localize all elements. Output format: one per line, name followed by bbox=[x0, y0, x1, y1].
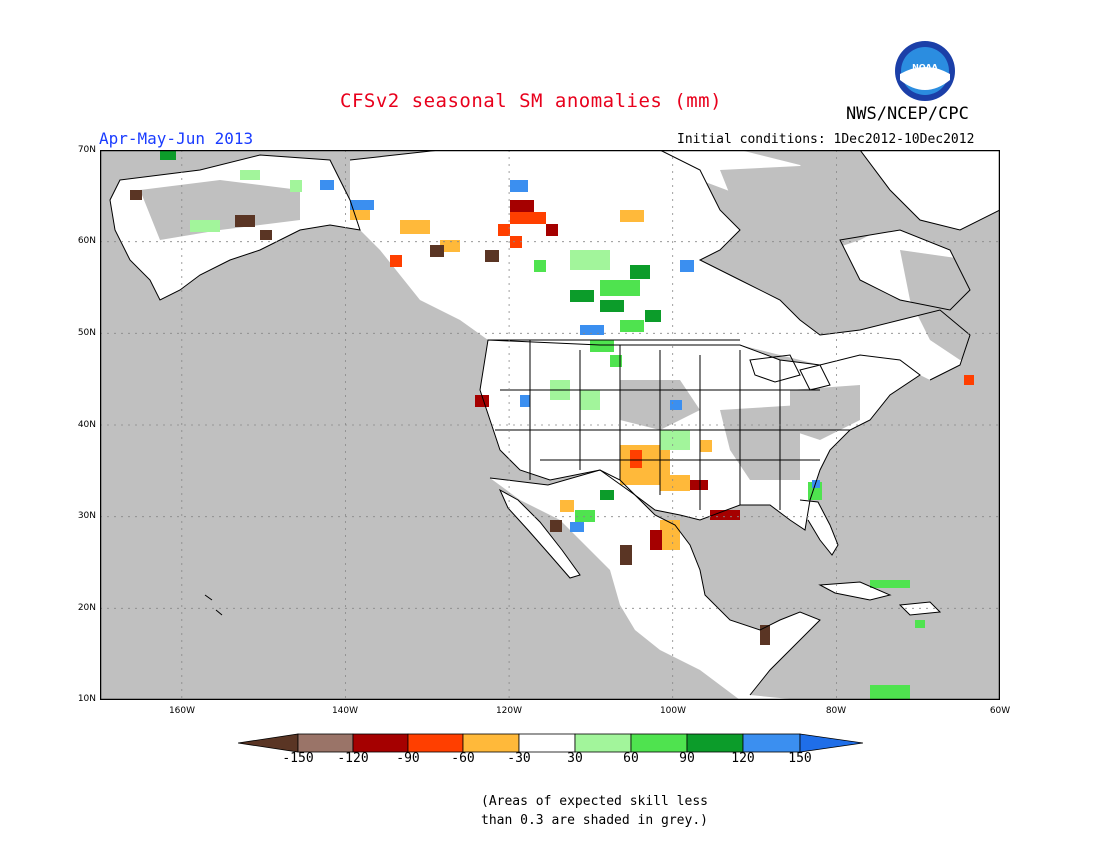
lon-label-60w: 60W bbox=[989, 706, 1011, 716]
colorbar-swatch bbox=[686, 733, 744, 753]
colorbar-label: -150 bbox=[282, 751, 314, 766]
colorbar-swatch bbox=[742, 733, 801, 753]
colorbar-swatch bbox=[518, 733, 576, 753]
colorbar-label: 120 bbox=[731, 751, 755, 766]
colorbar-arrow-high bbox=[799, 733, 863, 753]
lat-label-40n: 40N bbox=[77, 420, 96, 430]
chart-title: CFSv2 seasonal SM anomalies (mm) bbox=[340, 90, 723, 112]
florida-land bbox=[800, 500, 838, 555]
forecast-period: Apr-May-Jun 2013 bbox=[99, 129, 254, 148]
colorbar-swatch bbox=[407, 733, 464, 753]
skill-note-line1: (Areas of expected skill less bbox=[481, 794, 708, 809]
colorbar-swatch bbox=[297, 733, 354, 753]
colorbar-swatch bbox=[574, 733, 632, 753]
colorbar-label: -120 bbox=[337, 751, 369, 766]
skill-note-line2: than 0.3 are shaded in grey.) bbox=[481, 813, 708, 828]
map-frame bbox=[100, 150, 1000, 700]
baja-land bbox=[500, 490, 580, 578]
grid-lines bbox=[100, 150, 1000, 700]
skill-note: (Areas of expected skill less than 0.3 a… bbox=[481, 792, 708, 830]
lon-label-140w: 140W bbox=[331, 706, 359, 716]
colorbar-label: 90 bbox=[679, 751, 695, 766]
greenland-land bbox=[860, 150, 1000, 230]
initial-conditions: Initial conditions: 1Dec2012-10Dec2012 bbox=[677, 132, 975, 147]
colorbar-arrow-low bbox=[238, 733, 299, 753]
lon-label-120w: 120W bbox=[495, 706, 523, 716]
anomaly-map bbox=[100, 150, 1000, 700]
canada-land bbox=[350, 150, 970, 380]
colorbar-label: 30 bbox=[567, 751, 583, 766]
lat-label-30n: 30N bbox=[77, 511, 96, 521]
colorbar-label: -90 bbox=[396, 751, 420, 766]
colorbar-swatch bbox=[462, 733, 520, 753]
lat-label-70n: 70N bbox=[77, 145, 96, 155]
borders bbox=[109, 150, 1000, 696]
colorbar-swatch bbox=[352, 733, 409, 753]
lat-label-50n: 50N bbox=[77, 328, 96, 338]
anomaly-cells bbox=[130, 150, 974, 700]
colorbar-swatch bbox=[630, 733, 688, 753]
lon-label-160w: 160W bbox=[168, 706, 196, 716]
map-svg bbox=[100, 150, 1000, 700]
colorbar-label: 150 bbox=[788, 751, 812, 766]
lat-label-10n: 10N bbox=[77, 694, 96, 704]
colorbar-label: -30 bbox=[507, 751, 531, 766]
agency-label: NWS/NCEP/CPC bbox=[846, 104, 969, 124]
noaa-logo: NOAA bbox=[895, 41, 955, 101]
lat-label-20n: 20N bbox=[77, 603, 96, 613]
cuba-land bbox=[820, 582, 890, 600]
logo-text: NOAA bbox=[912, 63, 938, 72]
colorbar-label: -60 bbox=[451, 751, 475, 766]
lat-label-60n: 60N bbox=[77, 236, 96, 246]
lon-label-80w: 80W bbox=[825, 706, 847, 716]
colorbar bbox=[238, 733, 863, 753]
lon-label-100w: 100W bbox=[659, 706, 687, 716]
colorbar-label: 60 bbox=[623, 751, 639, 766]
